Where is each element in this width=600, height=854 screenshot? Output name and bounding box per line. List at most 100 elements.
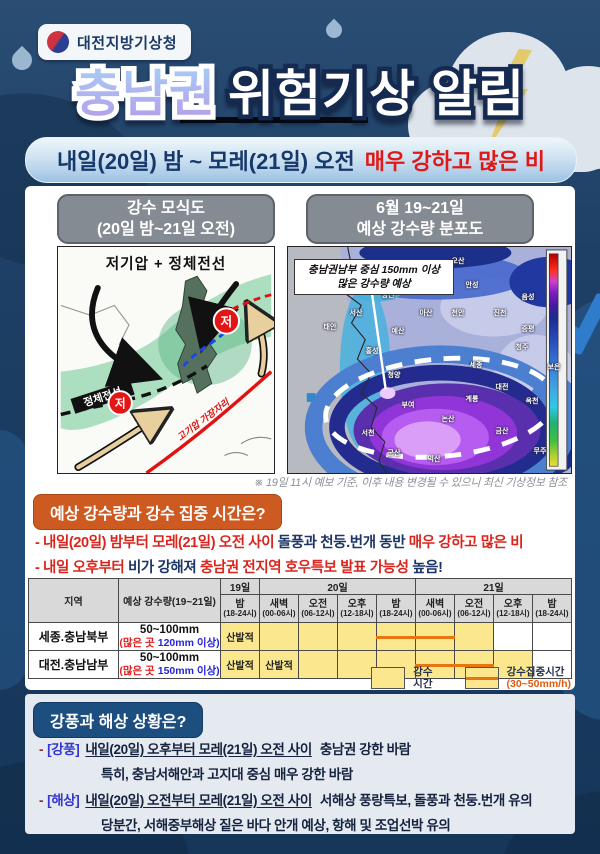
table-legend: 강수 시간 강수집중시간 (30~50mm/h)	[371, 666, 571, 690]
city-label: 대전	[495, 384, 509, 391]
city-label: 증평	[521, 326, 535, 333]
city-label: 태안	[323, 324, 337, 331]
rain-cell: 산발적	[259, 650, 299, 679]
city-label: 군산	[387, 450, 401, 457]
rain-cell	[493, 622, 533, 651]
table-row: 세종.충남북부 50~100mm (많은 곳 120mm 이상) 산발적	[28, 622, 572, 651]
flow-arrow	[89, 284, 164, 387]
city-label: 옥천	[525, 398, 539, 405]
time-col: 새벽 (00-06시)	[259, 594, 299, 623]
wind-section-header: 강풍과 해상 상황은?	[33, 702, 204, 738]
city-label: 안성	[465, 282, 479, 289]
rain-time-swatch	[371, 667, 406, 690]
right-map-title-line1: 6월 19~21일	[376, 199, 464, 217]
table-time-header-row: 밤 (18-24시) 새벽 (00-06시) 오전 (06-12시) 오후 (12-18…	[29, 594, 572, 623]
annotation-line2: 많은 강수량 예상	[337, 278, 411, 291]
time-col: 오전 (06-12시)	[298, 594, 338, 623]
rain-cell	[337, 622, 377, 651]
city-label: 계룡	[465, 396, 479, 403]
rain-cell-focus	[415, 650, 456, 679]
schematic-title: 저기압 + 정체전선	[106, 254, 226, 272]
rain-section-header: 예상 강수량과 강수 집중 시간은?	[33, 494, 283, 530]
city-label: 서산	[349, 310, 363, 317]
right-map-header: 6월 19~21일 예상 강수량 분포도	[306, 194, 534, 244]
marine-bullet: - [해상] 내일(20일) 오전부터 모레(21일) 오전 사이 서해상 풍랑특보,…	[39, 793, 533, 808]
city-label: 금산	[495, 428, 509, 435]
table-day-header-row: 지역 예상 강수량(19~21일) 19일 20일 21일	[28, 578, 572, 623]
col-amount-header: 예상 강수량(19~21일)	[118, 578, 221, 623]
precip-schematic-map: 정체전선 고기압 가장자리 저 저 저기압 + 정체전선	[57, 246, 275, 474]
amount-cell: 50~100mm (많은 곳 120mm 이상)	[118, 622, 221, 651]
time-col: 오전 (06-12시)	[454, 594, 494, 623]
table-row: 대전.충남남부 50~100mm (많은 곳 150mm 이상) 산발적 산발적	[28, 650, 572, 679]
left-map-header: 강수 모식도 (20일 밤~21일 오전)	[57, 194, 275, 244]
city-label: 논산	[441, 416, 455, 423]
city-label: 진천	[493, 310, 507, 317]
left-map-title-line2: (20일 밤~21일 오전)	[96, 221, 236, 238]
rain-cell	[532, 650, 572, 679]
city-label: 천안	[451, 310, 465, 317]
coastline	[345, 247, 388, 473]
time-col: 오후 (12-18시)	[337, 594, 377, 623]
raindrop-icon	[322, 18, 346, 42]
alert-banner: 내일(20일) 밤 ~ 모레(21일) 오전 매우 강하고 많은 비	[25, 137, 577, 183]
low-pressure-marker: 저	[212, 307, 241, 335]
rain-cell	[298, 622, 338, 651]
wind-bullet-sub: 특히, 충남서해안과 고지대 중심 매우 강한 바람	[101, 767, 353, 782]
city-label: 청양	[387, 372, 401, 379]
rain-cell: 산발적	[220, 622, 260, 651]
time-col: 밤 (18-24시)	[220, 594, 260, 623]
rain-timing-table: 지역 예상 강수량(19~21일) 19일 20일 21일 밤 (18-24시) …	[28, 578, 572, 679]
annotation-pointer	[370, 293, 387, 390]
time-col: 밤 (18-24시)	[376, 594, 416, 623]
marine-bullet-sub: 당분간, 서해중부해상 짙은 바다 안개 예상, 항해 및 조업선박 유의	[101, 818, 451, 833]
city-label: 음성	[521, 294, 535, 301]
amount-cell: 50~100mm (많은 곳 150mm 이상)	[118, 650, 221, 679]
title-underline	[180, 117, 368, 123]
city-label: 세종	[469, 362, 483, 369]
rain-cell-focus	[415, 622, 456, 651]
city-label: 아산	[419, 310, 433, 317]
map-annotation: 충남권남부 중심 150mm 이상 많은 강수량 예상	[294, 259, 454, 296]
background-wave	[0, 430, 28, 690]
rain-cell: 산발적	[220, 650, 260, 679]
title-region: 충남권충남권	[70, 61, 220, 127]
annotation-line1: 충남권남부 중심 150mm 이상	[308, 264, 440, 276]
banner-warning: 매우 강하고 많은 비	[364, 149, 545, 174]
rain-cell	[298, 650, 338, 679]
time-col: 밤 (18-24시)	[532, 594, 572, 623]
svg-text:저: 저	[221, 315, 233, 329]
rain-bullet-2: - 내일 오후부터 비가 강해져 충남권 전지역 호우특보 발표 가능성 높음!	[35, 560, 443, 576]
left-map-title-line1: 강수 모식도	[126, 199, 206, 217]
time-col: 오후 (12-18시)	[493, 594, 533, 623]
col-region-header: 지역	[28, 578, 119, 623]
region-name: 대전.충남남부	[28, 650, 119, 679]
title-rest: 위험기상 알림 위험기상 알림	[224, 62, 529, 127]
rain-cell	[454, 622, 494, 651]
rain-cell	[493, 650, 533, 679]
city-labels: 오산평택안성음성아산천안진천증평당진서산태안예산청주홍성세종보은대전옥천청양부여…	[288, 247, 571, 473]
city-label: 예산	[391, 328, 405, 335]
flow-arrow	[187, 281, 240, 354]
schematic-svg: 정체전선 고기압 가장자리 저 저 저기압 + 정체전선	[60, 247, 274, 473]
kma-taegeuk-icon	[47, 31, 69, 53]
city-label: 부여	[401, 402, 415, 409]
city-label: 홍성	[365, 348, 379, 355]
city-label: 당진	[381, 292, 395, 299]
focus-time-swatch	[464, 667, 499, 690]
low-pressure-marker: 저	[107, 390, 133, 416]
city-label: 서천	[361, 430, 375, 437]
city-label: 익산	[427, 456, 441, 463]
high-pressure-edge-line	[145, 370, 273, 473]
region-name: 세종.충남북부	[28, 622, 119, 651]
rain-cell	[337, 650, 377, 679]
rain-cell	[259, 622, 299, 651]
focus-time-label: 강수집중시간 (30~50mm/h)	[506, 666, 572, 691]
rain-cell	[532, 622, 572, 651]
wind-marine-panel: 강풍과 해상 상황은? - [강풍] 내일(20일) 오후부터 모레(21일) 오전…	[25, 694, 575, 834]
forecast-panel: 강수 모식도 (20일 밤~21일 오전) 6월 19~21일 예상 강수량 분…	[25, 186, 575, 690]
day-header-20: 20일	[259, 578, 416, 595]
city-label: 보은	[547, 364, 561, 371]
